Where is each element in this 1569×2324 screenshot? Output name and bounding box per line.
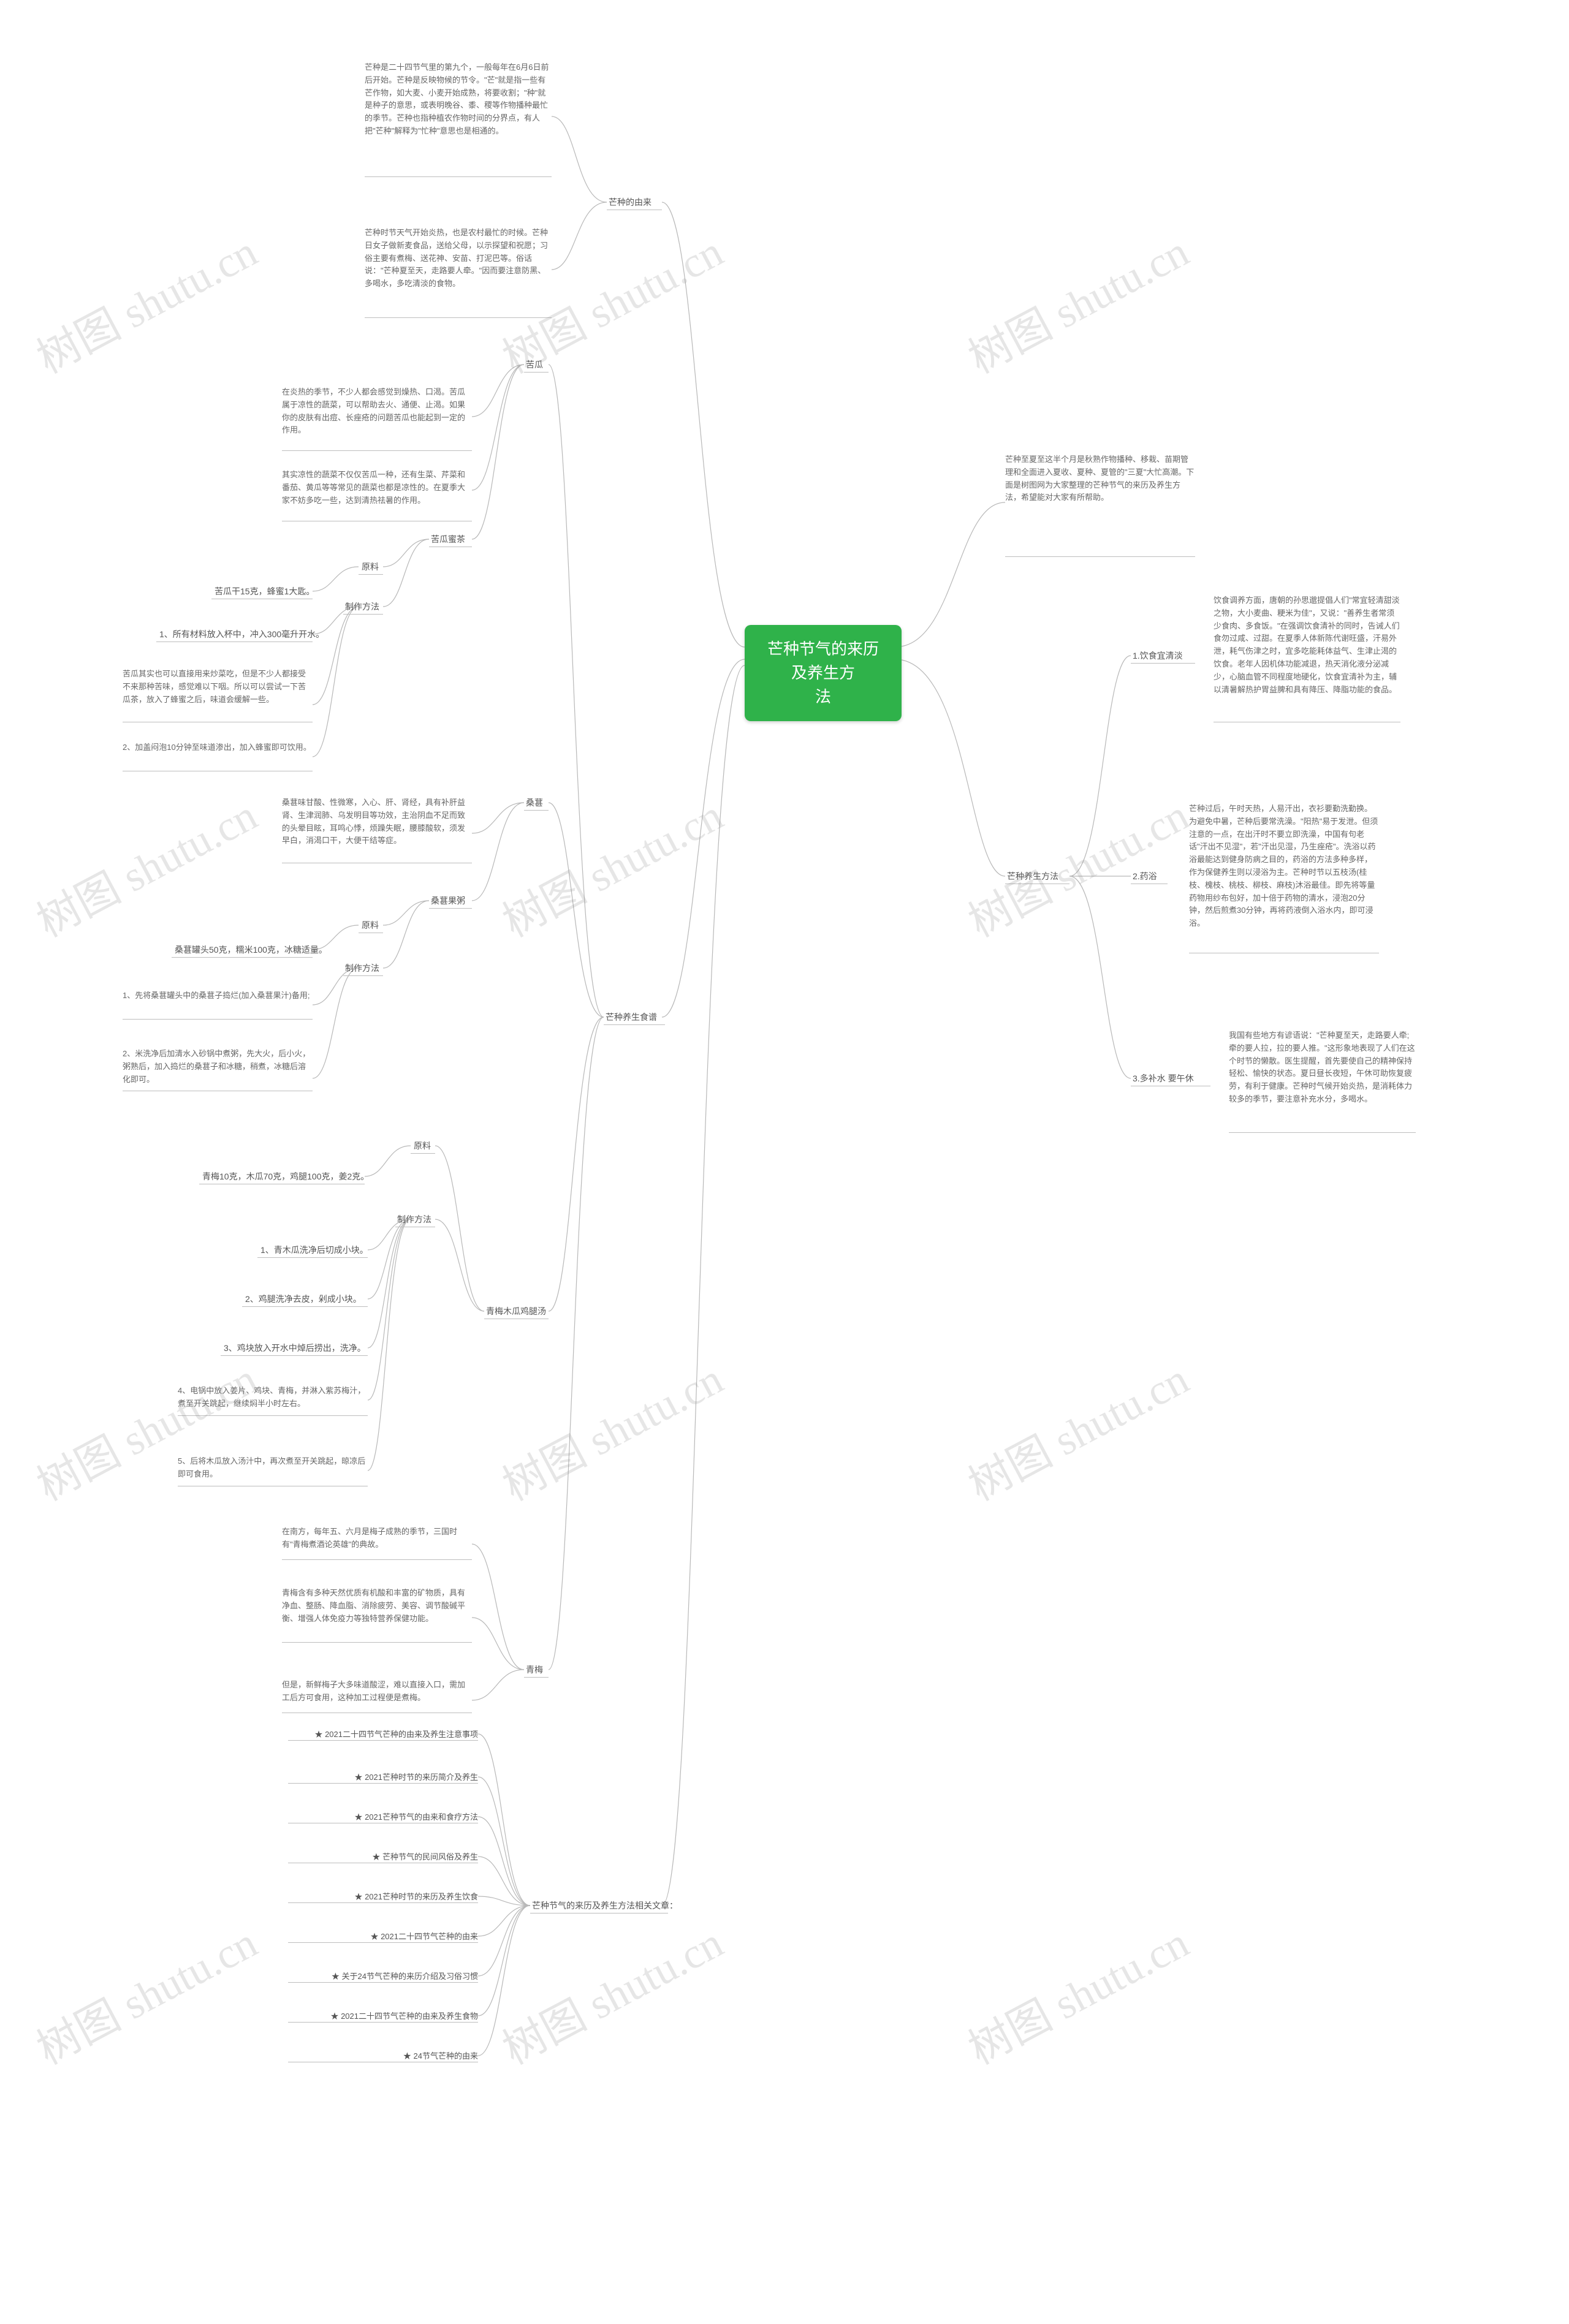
kugua-title[interactable]: 苦瓜 xyxy=(526,358,543,371)
related-item[interactable]: 关于24节气芒种的来历介绍及习俗习惯 xyxy=(288,1970,478,1981)
origin-p2[interactable]: 芒种时节天气开始炎热，也是农村最忙的时候。芒种日女子做新麦食品，送给父母，以示探… xyxy=(365,227,552,290)
related-item[interactable]: 2021芒种节气的由来和食疗方法 xyxy=(288,1811,478,1822)
related-title[interactable]: 芒种节气的来历及养生方法相关文章： xyxy=(532,1899,678,1912)
watermark: 树图 shutu.cn xyxy=(956,218,1198,386)
related-item[interactable]: 2021二十四节气芒种的由来 xyxy=(288,1930,478,1942)
root-title-line2: 法 xyxy=(815,687,831,706)
kugua-tea-title[interactable]: 苦瓜蜜茶 xyxy=(431,533,465,545)
sangshen-step1[interactable]: 1、先将桑葚罐头中的桑葚子捣烂(加入桑葚果汁)备用; xyxy=(123,990,313,1002)
sangshen-p1[interactable]: 桑葚味甘酸、性微寒，入心、肝、肾经，具有补肝益肾、生津润肺、乌发明目等功效，主治… xyxy=(282,797,472,847)
root-node[interactable]: 芒种节气的来历及养生方 法 xyxy=(745,625,902,721)
watermark: 树图 shutu.cn xyxy=(25,782,266,950)
sangshen-title[interactable]: 桑葚 xyxy=(526,797,543,809)
qingmei-p3[interactable]: 但是，新鲜梅子大多味道酸涩，难以直接入口，需加工后方可食用，这种加工过程便是煮梅… xyxy=(282,1679,472,1705)
qingmei-soup-title[interactable]: 青梅木瓜鸡腿汤 xyxy=(486,1305,546,1317)
kugua-step1[interactable]: 1、所有材料放入杯中，冲入300毫升开水。 xyxy=(159,628,324,640)
watermark: 树图 shutu.cn xyxy=(25,218,266,386)
watermark: 树图 shutu.cn xyxy=(490,1346,732,1513)
qm-step2[interactable]: 2、鸡腿洗净去皮，剁成小块。 xyxy=(245,1293,362,1305)
kugua-p2[interactable]: 其实凉性的蔬菜不仅仅苦瓜一种，还有生菜、芹菜和番茄、黄瓜等等常见的蔬菜也都是凉性… xyxy=(282,469,472,507)
sangshen-step2[interactable]: 2、米洗净后加清水入砂锅中煮粥，先大火，后小火，粥熟后，加入捣烂的桑葚子和冰糖，… xyxy=(123,1048,313,1086)
kugua-note[interactable]: 苦瓜其实也可以直接用来炒菜吃，但是不少人都接受不来那种苦味，感觉难以下咽。所以可… xyxy=(123,668,313,706)
qm-step5[interactable]: 5、后将木瓜放入汤汁中，再次煮至开关跳起，晾凉后即可食用。 xyxy=(178,1455,368,1481)
related-item[interactable]: 2021二十四节气芒种的由来及养生食物 xyxy=(288,2010,478,2021)
methods-title[interactable]: 芒种养生方法 xyxy=(1007,870,1058,882)
watermark: 树图 shutu.cn xyxy=(25,1909,266,2077)
sangshen-raw-body[interactable]: 桑葚罐头50克，糯米100克，冰糖适量。 xyxy=(175,944,327,956)
kugua-raw-label[interactable]: 原料 xyxy=(362,561,379,573)
root-title-line1: 芒种节气的来历及养生方 xyxy=(767,640,879,682)
kugua-raw-body[interactable]: 苦瓜干15克，蜂蜜1大匙。 xyxy=(215,585,314,597)
related-item[interactable]: 芒种节气的民间风俗及养生 xyxy=(288,1850,478,1862)
method2-label[interactable]: 2.药浴 xyxy=(1133,870,1157,882)
qm-step4[interactable]: 4、电锅中放入姜片、鸡块、青梅，并淋入紫苏梅汁，煮至开关跳起，继续焖半小时左右。 xyxy=(178,1385,368,1410)
watermark: 树图 shutu.cn xyxy=(956,782,1198,950)
qingmei-p1[interactable]: 在南方，每年五、六月是梅子成熟的季节，三国时有"青梅煮酒论英雄"的典故。 xyxy=(282,1526,472,1551)
origin-p1[interactable]: 芒种是二十四节气里的第九个，一般每年在6月6日前后开始。芒种是反映物候的节令。"… xyxy=(365,61,552,138)
watermark: 树图 shutu.cn xyxy=(25,1346,266,1513)
qm-make-label[interactable]: 制作方法 xyxy=(397,1213,431,1225)
watermark: 树图 shutu.cn xyxy=(956,1909,1198,2077)
sangshen-porridge-title[interactable]: 桑葚果粥 xyxy=(431,895,465,907)
sangshen-make-label[interactable]: 制作方法 xyxy=(345,962,379,974)
method1-body[interactable]: 饮食调养方面，唐朝的孙思邈提倡人们"常宜轻清甜淡之物，大小麦曲、粳米为佳"，又说… xyxy=(1214,594,1400,696)
related-item[interactable]: 2021二十四节气芒种的由来及养生注意事项 xyxy=(288,1728,478,1739)
intro-right[interactable]: 芒种至夏至这半个月是秋熟作物播种、移栽、苗期管理和全面进入夏收、夏种、夏管的"三… xyxy=(1005,453,1195,504)
method1-label[interactable]: 1.饮食宜清淡 xyxy=(1133,649,1183,662)
kugua-make-label[interactable]: 制作方法 xyxy=(345,600,379,613)
connector-lines xyxy=(0,0,1569,2324)
qm-raw-label[interactable]: 原料 xyxy=(414,1140,431,1152)
qingmei-title[interactable]: 青梅 xyxy=(526,1664,543,1676)
method3-body[interactable]: 我国有些地方有谚语说："芒种夏至天，走路要人牵;牵的要人拉，拉的要人推。"这形象… xyxy=(1229,1029,1416,1106)
qm-step1[interactable]: 1、青木瓜洗净后切成小块。 xyxy=(260,1244,368,1256)
sangshen-raw-label[interactable]: 原料 xyxy=(362,919,379,931)
related-item[interactable]: 24节气芒种的由来 xyxy=(288,2050,478,2061)
method2-body[interactable]: 芒种过后，午时天热，人易汗出，衣衫要勤洗勤换。为避免中暑，芒种后要常洗澡。"阳热… xyxy=(1189,803,1379,930)
related-item[interactable]: 2021芒种时节的来历及养生饮食 xyxy=(288,1890,478,1902)
qm-step3[interactable]: 3、鸡块放入开水中焯后捞出，洗净。 xyxy=(224,1342,366,1354)
watermark: 树图 shutu.cn xyxy=(490,1909,732,2077)
qingmei-p2[interactable]: 青梅含有多种天然优质有机酸和丰富的矿物质，具有净血、整肠、降血脂、消除疲劳、美容… xyxy=(282,1587,472,1625)
related-item[interactable]: 2021芒种时节的来历简介及养生 xyxy=(288,1771,478,1782)
origin-title[interactable]: 芒种的由来 xyxy=(609,196,652,208)
kugua-p1[interactable]: 在炎热的季节，不少人都会感觉到燥热、口渴。苦瓜属于凉性的蔬菜，可以帮助去火、通便… xyxy=(282,386,472,437)
qm-raw-body[interactable]: 青梅10克，木瓜70克，鸡腿100克，姜2克。 xyxy=(202,1170,369,1183)
recipes-title[interactable]: 芒种养生食谱 xyxy=(606,1011,657,1023)
kugua-step2[interactable]: 2、加盖闷泡10分钟至味道渗出，加入蜂蜜即可饮用。 xyxy=(123,741,313,754)
watermark: 树图 shutu.cn xyxy=(956,1346,1198,1513)
method3-label[interactable]: 3.多补水 要午休 xyxy=(1133,1072,1194,1084)
